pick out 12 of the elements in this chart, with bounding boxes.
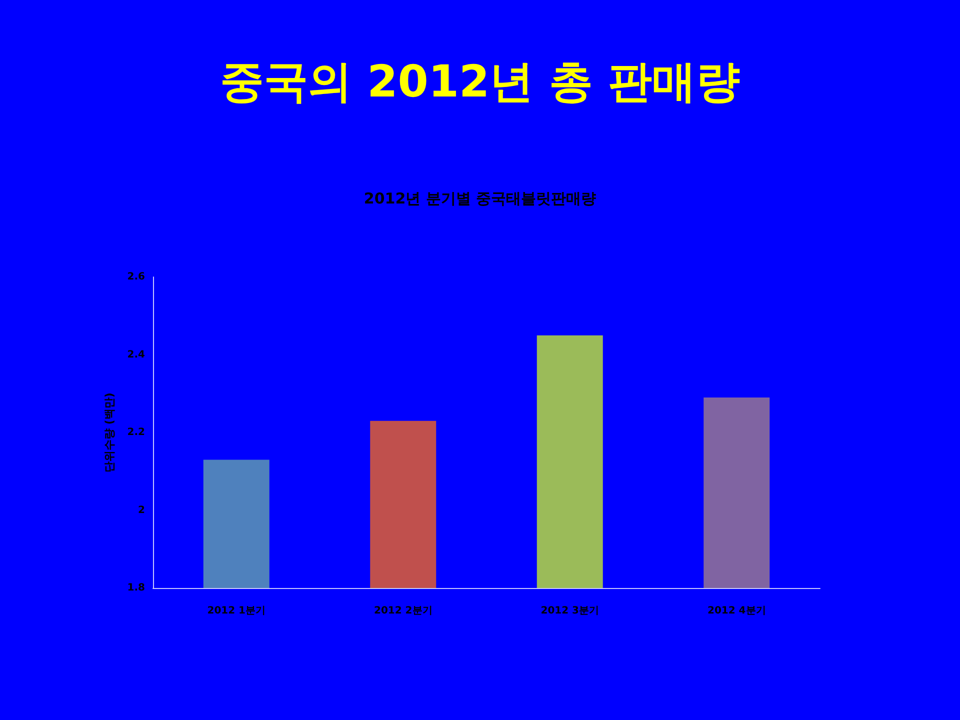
x-tick-label: 2012 2분기	[374, 606, 432, 616]
y-axis-title: 단위수량 (백만)	[103, 392, 116, 472]
chart-title: 중국의 2012년 총 판매량	[220, 56, 740, 108]
y-tick-label: 2	[138, 504, 146, 516]
y-tick-label: 2.6	[127, 272, 146, 282]
x-tick-label: 2012 3분기	[540, 606, 600, 616]
x-tick-label: 2012 4분기	[707, 606, 766, 616]
x-tick-label: 2012 1분기	[207, 606, 266, 616]
y-tick-label: 2.4	[127, 349, 146, 360]
chart-subtitle: 2012년 분기별 중국태블릿판매량	[364, 190, 596, 208]
y-tick-label: 1.8	[127, 582, 146, 594]
y-tick-label: 2.2	[127, 427, 146, 438]
